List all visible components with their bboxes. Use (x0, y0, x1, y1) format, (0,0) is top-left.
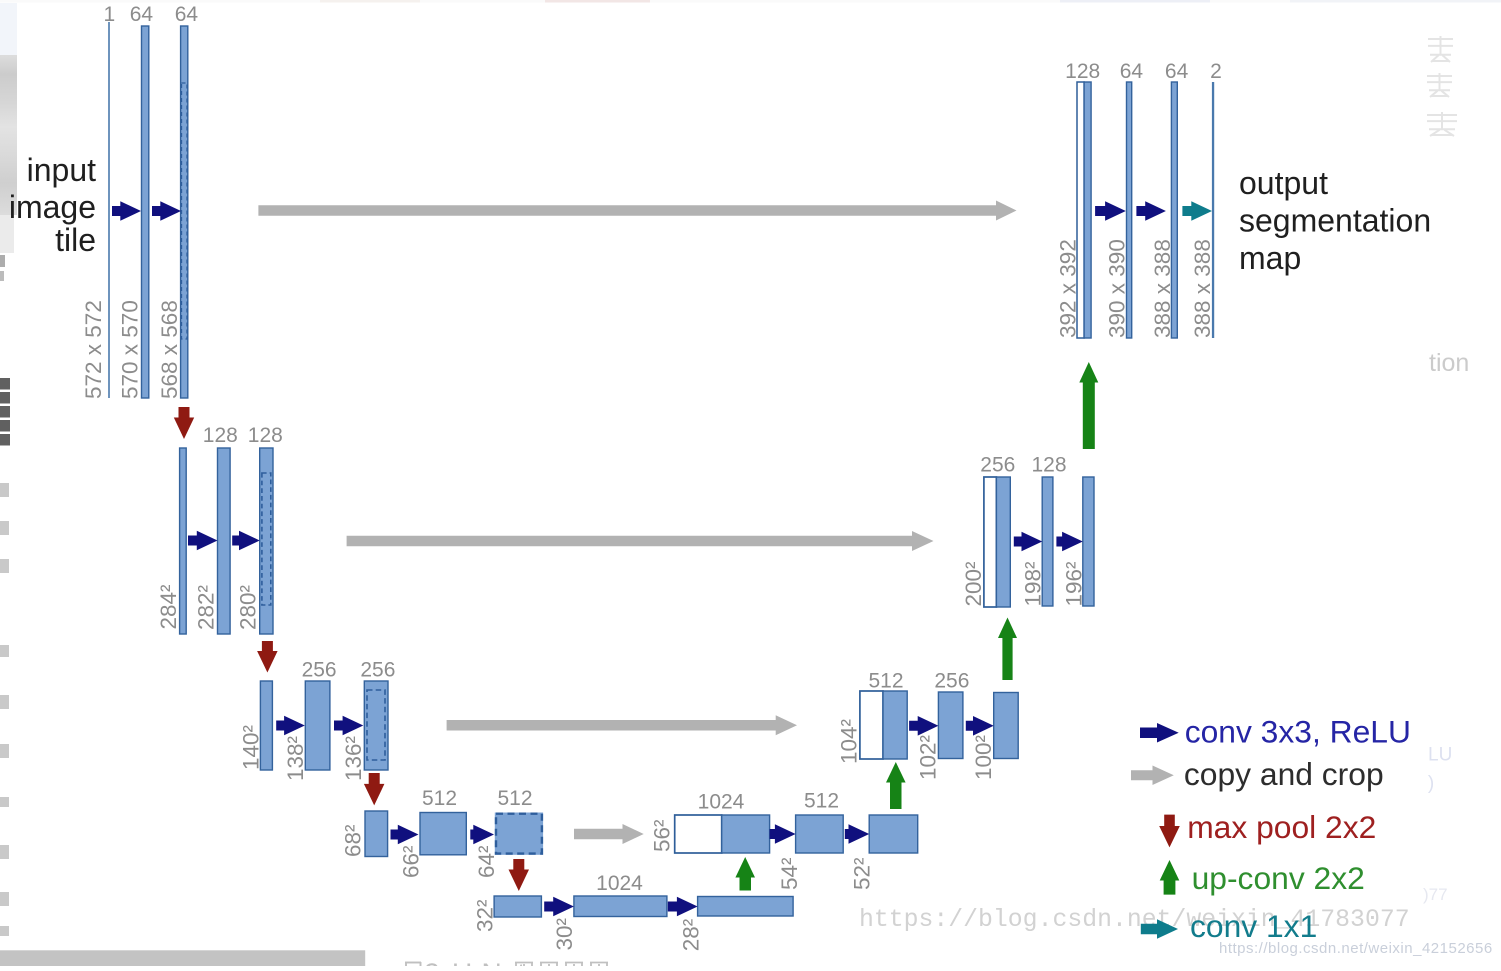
svg-text:segmentation: segmentation (1239, 203, 1431, 239)
svg-text:390 x 390: 390 x 390 (1104, 239, 1129, 338)
svg-text:282²: 282² (193, 584, 218, 630)
svg-text:392 x 392: 392 x 392 (1055, 239, 1080, 338)
svg-text:28²: 28² (678, 918, 703, 951)
svg-text:1024: 1024 (596, 872, 643, 895)
svg-text:128: 128 (1065, 60, 1100, 83)
svg-text:32²: 32² (473, 899, 498, 932)
svg-text:copy and crop: copy and crop (1184, 756, 1384, 792)
svg-text:conv 3x3, ReLU: conv 3x3, ReLU (1185, 714, 1411, 750)
svg-text:568 x 568: 568 x 568 (157, 300, 182, 399)
svg-text:64: 64 (130, 3, 154, 26)
svg-text:104²: 104² (836, 718, 861, 764)
svg-text:102²: 102² (915, 734, 940, 780)
svg-text:output: output (1239, 165, 1328, 201)
svg-text:198²: 198² (1020, 561, 1045, 607)
svg-text:)77: )77 (1423, 885, 1448, 904)
svg-text:138²: 138² (283, 735, 308, 781)
svg-text:tile: tile (55, 222, 96, 258)
svg-text:570 x 570: 570 x 570 (118, 300, 143, 399)
svg-text:56²: 56² (650, 819, 675, 852)
svg-text:128: 128 (203, 424, 238, 447)
svg-text:128: 128 (1031, 454, 1066, 477)
svg-text:U-Net: U-Net (452, 958, 525, 967)
svg-text:up-conv 2x2: up-conv 2x2 (1192, 860, 1365, 896)
svg-text:256: 256 (980, 454, 1015, 477)
svg-text:100²: 100² (971, 734, 996, 780)
svg-text:128: 128 (248, 424, 283, 447)
svg-text:54²: 54² (777, 857, 802, 890)
svg-text:66²: 66² (399, 845, 424, 878)
svg-text:512: 512 (804, 790, 839, 813)
svg-text:1024: 1024 (698, 791, 745, 814)
svg-text:284²: 284² (156, 584, 181, 630)
svg-text:256: 256 (934, 670, 969, 693)
svg-text:https://blog.csdn.net/weixin_4: https://blog.csdn.net/weixin_42152656 (1219, 940, 1493, 957)
svg-text:64: 64 (1165, 60, 1189, 83)
svg-text:512: 512 (497, 787, 532, 810)
svg-text:map: map (1239, 240, 1301, 276)
svg-text:1: 1 (104, 3, 116, 26)
svg-text:): ) (1428, 773, 1434, 794)
svg-text:https://blog.csdn.net/weixin_4: https://blog.csdn.net/weixin_41783077 (859, 906, 1410, 934)
svg-text:388 x 388: 388 x 388 (1150, 239, 1175, 338)
svg-text:256: 256 (302, 659, 337, 682)
svg-text:256: 256 (360, 659, 395, 682)
svg-text:52²: 52² (850, 857, 875, 890)
svg-text:64²: 64² (474, 845, 499, 878)
svg-text:280²: 280² (236, 584, 261, 630)
svg-text:388 x 388: 388 x 388 (1190, 239, 1215, 338)
svg-text:64: 64 (175, 3, 199, 26)
svg-text:140²: 140² (239, 724, 264, 770)
svg-text:200²: 200² (961, 561, 986, 607)
svg-text:30²: 30² (552, 917, 577, 950)
svg-text:572 x 572: 572 x 572 (81, 300, 106, 399)
svg-text:2: 2 (1210, 60, 1222, 83)
svg-text:LU: LU (1428, 745, 1452, 766)
svg-text:68²: 68² (341, 824, 366, 857)
svg-text:136²: 136² (341, 735, 366, 781)
svg-text:196²: 196² (1061, 561, 1086, 607)
svg-text:512: 512 (868, 670, 903, 693)
svg-text:input: input (27, 152, 97, 188)
svg-text:tion: tion (1429, 349, 1469, 377)
svg-text:conv 1x1: conv 1x1 (1190, 908, 1317, 944)
svg-text:max pool 2x2: max pool 2x2 (1187, 809, 1376, 845)
svg-text:2: 2 (424, 958, 440, 967)
svg-text:64: 64 (1120, 60, 1144, 83)
svg-text:512: 512 (422, 787, 457, 810)
svg-text:image: image (9, 189, 96, 225)
